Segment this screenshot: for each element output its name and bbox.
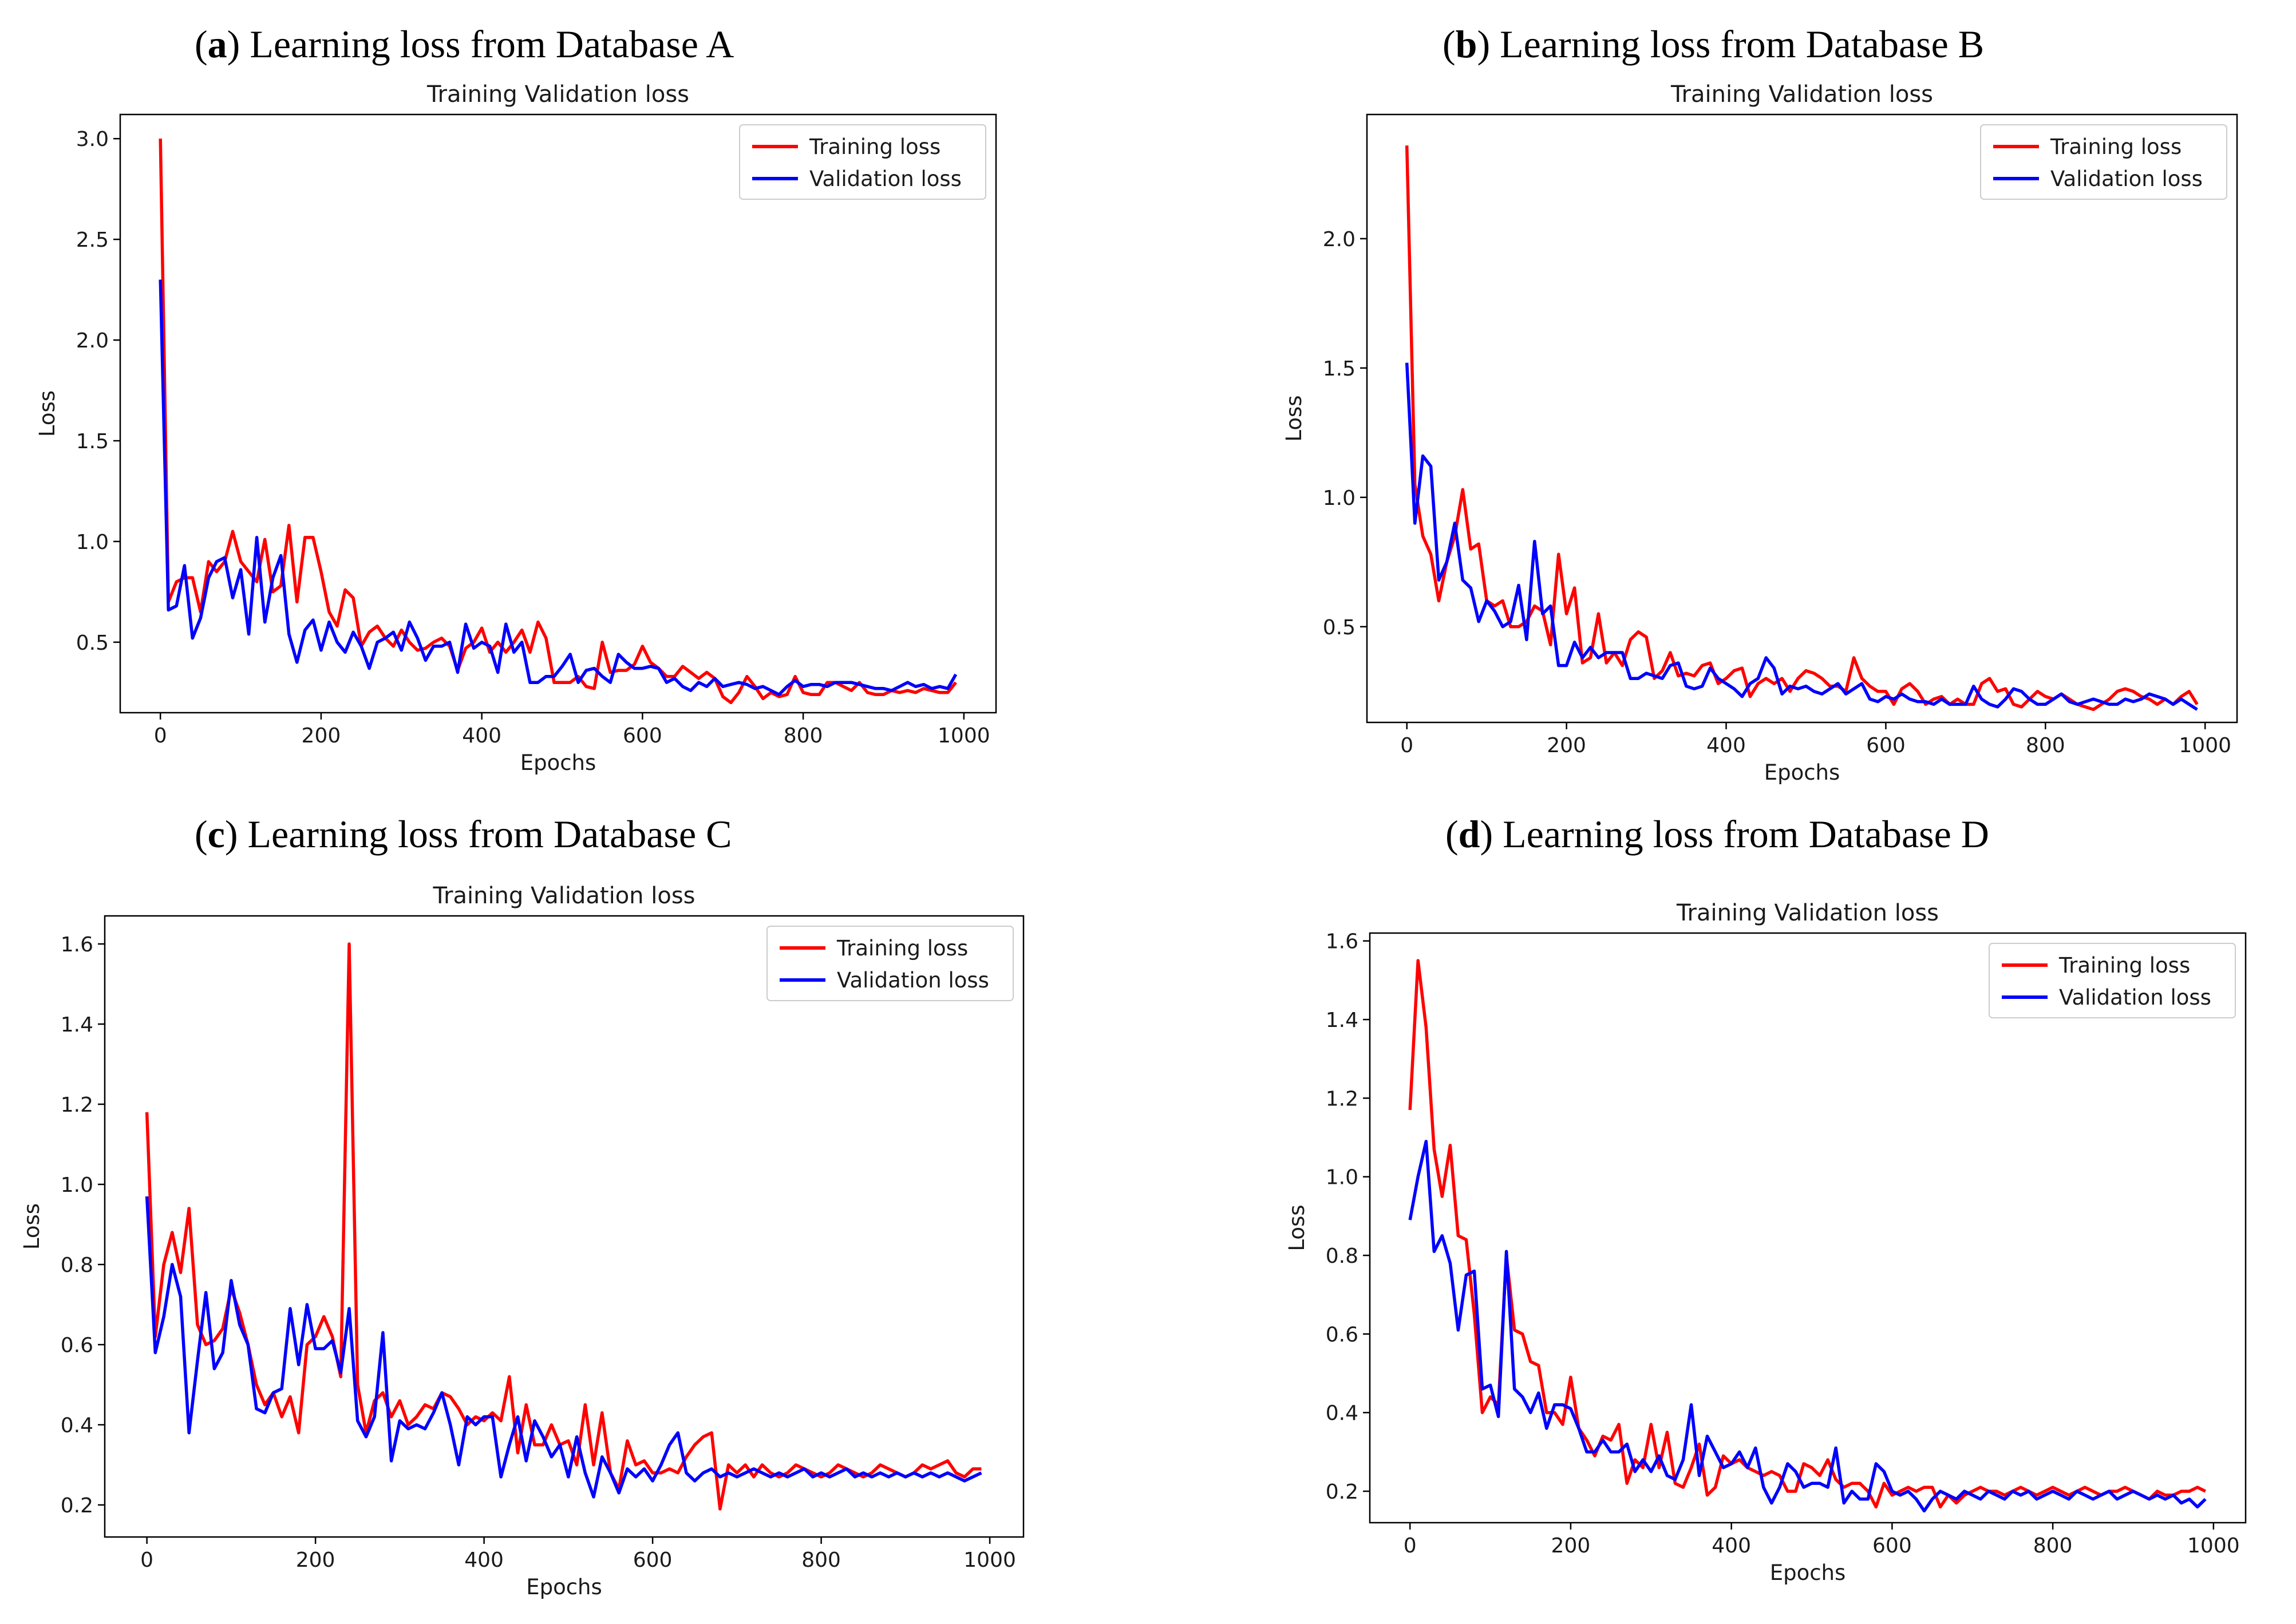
- x-tick-label: 1000: [938, 724, 990, 748]
- legend-box: [1980, 124, 2227, 200]
- x-tick-label: 800: [784, 724, 823, 748]
- x-tick-label: 800: [2033, 1534, 2073, 1558]
- x-tick-label: 0: [1400, 734, 1413, 757]
- y-tick-label: 2.0: [1323, 228, 1356, 251]
- x-tick-label: 400: [1712, 1534, 1751, 1558]
- validation-loss-line: [1405, 362, 2198, 711]
- plot-frame: [119, 113, 997, 714]
- x-axis-label: Epochs: [1770, 1560, 1846, 1585]
- x-axis-label: Epochs: [526, 1575, 602, 1599]
- x-tick-label: 0: [140, 1548, 153, 1572]
- y-tick-label: 0.5: [1323, 616, 1356, 639]
- x-tick-label: 600: [1866, 734, 1906, 757]
- legend-training-label: Training loss: [836, 936, 968, 961]
- y-tick-label: 1.6: [61, 933, 93, 957]
- plot-c: Training Validation loss 0 200 400 600 800 100…: [19, 883, 1025, 1599]
- plot-title: Training Validation loss: [1670, 81, 1933, 108]
- y-tick-label: 0.6: [61, 1334, 93, 1357]
- caption-a: (a) Learning loss from Database A: [195, 22, 734, 66]
- x-axis-label: Epochs: [1764, 760, 1840, 785]
- legend-training-label: Training loss: [2058, 953, 2190, 978]
- x-tick-label: 600: [1872, 1534, 1912, 1558]
- caption-c: (c) Learning loss from Database C: [195, 812, 732, 856]
- legend-validation-label: Validation loss: [2059, 985, 2211, 1010]
- plot-d: Training Validation loss 0 200 400 600 800 100…: [1285, 900, 2247, 1585]
- x-tick-label: 1000: [963, 1548, 1016, 1572]
- x-tick-label: 200: [1551, 1534, 1591, 1558]
- training-loss-line: [1408, 959, 2207, 1509]
- legend-validation-label: Validation loss: [2050, 167, 2203, 191]
- training-loss-line: [159, 139, 957, 705]
- legend-validation-label: Validation loss: [837, 968, 989, 993]
- x-tick-label: 600: [623, 724, 662, 748]
- y-tick-label: 1.2: [1326, 1087, 1358, 1111]
- y-tick-label: 1.6: [1326, 930, 1358, 954]
- plot-title: Training Validation loss: [426, 81, 689, 108]
- plot-title: Training Validation loss: [1676, 900, 1939, 926]
- y-tick-label: 0.2: [61, 1494, 93, 1518]
- x-tick-label: 800: [801, 1548, 841, 1572]
- x-tick-label: 200: [302, 724, 341, 748]
- panel-a: (a) Learning loss from Database A Traini…: [35, 22, 997, 775]
- x-tick-label: 600: [633, 1548, 673, 1572]
- validation-loss-line: [1408, 1140, 2207, 1513]
- y-tick-label: 0.5: [76, 631, 109, 655]
- y-tick-label: 3.0: [76, 128, 109, 151]
- x-tick-label: 1000: [2187, 1534, 2240, 1558]
- y-tick-label: 1.4: [61, 1013, 93, 1037]
- y-axis-label: Loss: [35, 390, 60, 437]
- caption-d: (d) Learning loss from Database D: [1445, 812, 1989, 856]
- y-tick-label: 1.0: [1323, 487, 1356, 510]
- x-tick-label: 1000: [2179, 734, 2231, 757]
- validation-loss-line: [145, 1196, 982, 1499]
- y-tick-label: 1.5: [76, 430, 109, 453]
- y-tick-label: 0.8: [61, 1254, 93, 1277]
- legend-box: [739, 124, 986, 200]
- plot-b: Training Validation loss 0 200 400 600 800 100…: [1282, 81, 2238, 785]
- y-tick-label: 0.4: [61, 1414, 93, 1437]
- x-axis-label: Epochs: [520, 750, 596, 775]
- plot-frame: [1369, 932, 2247, 1524]
- plot-frame: [1366, 113, 2238, 724]
- plot-a: Training Validation loss 0 200 400 600 800 100…: [35, 81, 997, 775]
- y-tick-label: 0.2: [1326, 1480, 1358, 1504]
- y-tick-label: 1.0: [76, 531, 109, 554]
- x-tick-label: 200: [296, 1548, 335, 1572]
- plot-frame: [104, 915, 1025, 1538]
- panel-d: (d) Learning loss from Database D Traini…: [1285, 812, 2247, 1585]
- y-tick-label: 1.0: [1326, 1166, 1358, 1190]
- y-axis-label: Loss: [1285, 1204, 1309, 1251]
- y-axis-label: Loss: [19, 1203, 44, 1250]
- legend-training-label: Training loss: [2050, 135, 2182, 159]
- legend-box: [1989, 943, 2236, 1018]
- x-tick-label: 200: [1547, 734, 1586, 757]
- legend-validation-label: Validation loss: [809, 167, 962, 191]
- y-tick-label: 2.5: [76, 228, 109, 252]
- y-tick-label: 1.4: [1326, 1009, 1358, 1032]
- legend-box: [766, 926, 1014, 1001]
- plot-title: Training Validation loss: [432, 883, 695, 909]
- y-axis-label: Loss: [1282, 395, 1306, 441]
- legend-training-label: Training loss: [809, 135, 940, 159]
- y-tick-label: 1.2: [61, 1093, 93, 1117]
- validation-loss-line: [159, 279, 958, 697]
- y-tick-label: 0.4: [1326, 1402, 1358, 1425]
- x-tick-label: 400: [1706, 734, 1746, 757]
- y-tick-label: 0.8: [1326, 1244, 1358, 1268]
- x-tick-label: 800: [2026, 734, 2065, 757]
- y-tick-label: 1.5: [1323, 357, 1356, 381]
- x-tick-label: 400: [462, 724, 501, 748]
- y-tick-label: 2.0: [76, 329, 109, 353]
- panel-c: (c) Learning loss from Database C Traini…: [19, 812, 1025, 1599]
- y-tick-label: 1.0: [61, 1173, 93, 1197]
- panel-b: (b) Learning loss from Database B Traini…: [1282, 22, 2238, 785]
- x-tick-label: 0: [154, 724, 167, 748]
- training-loss-line: [145, 942, 982, 1511]
- caption-b: (b) Learning loss from Database B: [1443, 22, 1984, 66]
- y-tick-label: 0.6: [1326, 1323, 1358, 1346]
- x-tick-label: 400: [464, 1548, 504, 1572]
- x-tick-label: 0: [1404, 1534, 1417, 1558]
